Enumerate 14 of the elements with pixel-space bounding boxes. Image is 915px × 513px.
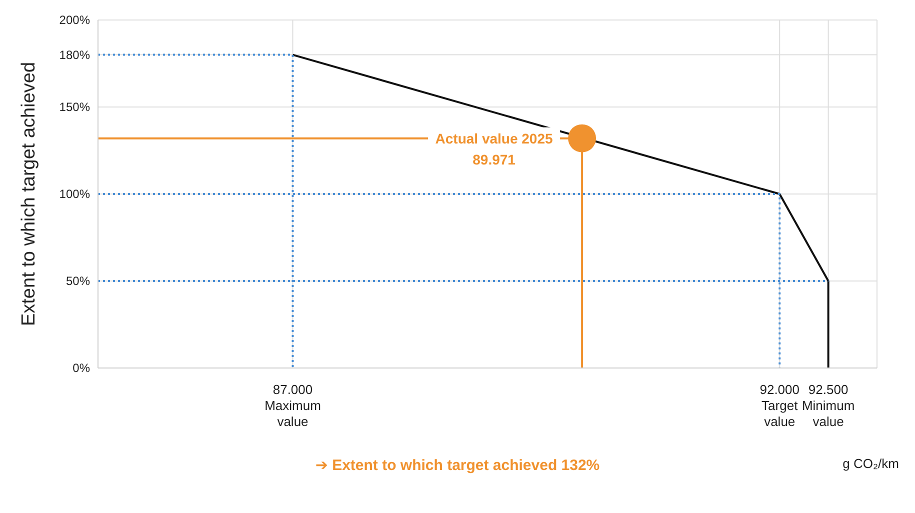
y-tick-label: 100% xyxy=(59,187,90,201)
y-tick-label: 0% xyxy=(72,361,90,375)
x-axis-title: g CO₂/km xyxy=(842,456,899,471)
x-tick-label: 87.000 Maximum value xyxy=(264,382,321,429)
y-tick-label: 180% xyxy=(59,48,90,62)
y-tick-label: 200% xyxy=(59,13,90,27)
line-series xyxy=(292,54,830,368)
x-tick-label: 92.500 Minimum value xyxy=(802,382,855,429)
text: ➔ Extent to which target achieved 132% xyxy=(315,457,600,474)
annotation: Actual value 2025 89.971 xyxy=(435,130,554,168)
y-axis-title: Extent to which target achieved xyxy=(18,62,40,326)
y-tick-label: 150% xyxy=(59,100,90,114)
x-tick-label: 92.000 Target value xyxy=(760,382,800,429)
y-tick-label: 50% xyxy=(66,274,90,288)
